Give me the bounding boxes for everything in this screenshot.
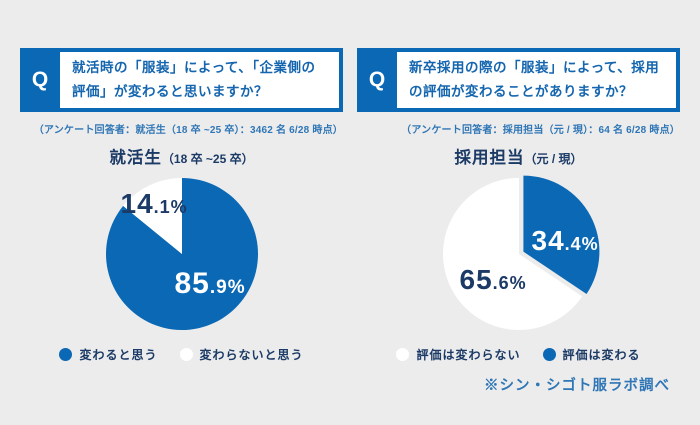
pie-label-major: 65.6% (460, 266, 527, 294)
legend-dot-blue-icon (542, 348, 556, 361)
pie-slice-0 (105, 178, 258, 330)
legend-item: 変わらないと思う (179, 346, 304, 363)
question-text: 就活時の「服装」によって、「企業側の評価」が変わると思いますか？ (72, 60, 316, 99)
pie-chart-recruiters-wrap: 34.4% 65.6% (434, 169, 604, 339)
legend-dot-blue-icon (59, 348, 73, 361)
legend-item: 変わると思う (59, 346, 157, 363)
question-text: 新卒採用の際の「服装」によって、採用の評価が変わることがありますか？ (409, 60, 660, 99)
panels-row: Q 就活時の「服装」によって、「企業側の評価」が変わると思いますか？ （アンケー… (20, 48, 680, 363)
pie-label-minor-int: 14 (120, 188, 154, 219)
chart-title-sub: （18 卒 ~25 卒） (161, 152, 254, 166)
pie-label-major-int: 85 (174, 267, 210, 300)
legend-recruiters: 評価は変わらない 評価は変わる (357, 346, 680, 363)
pie-label-major-int: 65 (459, 264, 493, 295)
pie-label-minor-frac: .4% (564, 234, 599, 254)
pie-label-major-frac: .6% (492, 273, 527, 293)
pie-label-minor: 14.1% (121, 190, 188, 218)
panel-recruiters: Q 新卒採用の際の「服装」によって、採用の評価が変わることがありますか？ （アン… (357, 48, 680, 363)
chart-title-sub: （元 / 現） (524, 152, 583, 166)
source-note: ※シン・シゴト服ラボ調べ (484, 378, 670, 394)
pie-chart-recruiters (442, 175, 599, 330)
pie-chart-students-wrap: 14.1% 85.9% (97, 169, 267, 339)
question-text-container: 新卒採用の際の「服装」によって、採用の評価が変わることがありますか？ (397, 52, 676, 108)
panel-students: Q 就活時の「服装」によって、「企業側の評価」が変わると思いますか？ （アンケー… (20, 48, 343, 363)
chart-title-main: 採用担当 (454, 149, 525, 167)
question-text-container: 就活時の「服装」によって、「企業側の評価」が変わると思いますか？ (60, 52, 339, 108)
chart-title-recruiters: 採用担当（元 / 現） (357, 148, 680, 168)
pie-slice-0 (522, 175, 599, 294)
legend-item: 評価は変わらない (396, 346, 520, 363)
legend-item: 評価は変わる (542, 346, 641, 363)
legend-dot-white-icon (396, 348, 410, 361)
legend-students: 変わると思う 変わらないと思う (20, 346, 343, 363)
pie-label-major-frac: .9% (209, 277, 246, 298)
legend-label: 評価は変わらない (416, 348, 521, 362)
survey-caption: （アンケート回答者：採用担当（元 / 現）：64 名 6/28 時点） (401, 125, 680, 136)
question-box-recruiters: Q 新卒採用の際の「服装」によって、採用の評価が変わることがありますか？ (357, 48, 680, 112)
q-badge: Q (31, 68, 49, 91)
pie-label-minor-frac: .1% (153, 197, 188, 217)
question-box-students: Q 就活時の「服装」によって、「企業側の評価」が変わると思いますか？ (20, 48, 343, 112)
pie-label-major: 85.9% (175, 269, 246, 299)
pie-chart-students (105, 178, 258, 330)
pie-slice-1 (122, 178, 182, 254)
chart-title-main: 就活生 (109, 149, 162, 167)
survey-caption: （アンケート回答者：就活生（18 卒 ~25 卒）：3462 名 6/28 時点… (33, 125, 343, 136)
legend-label: 変わると思う (79, 348, 158, 362)
pie-slice-1 (442, 178, 582, 330)
pie-label-minor: 34.4% (532, 227, 599, 255)
legend-dot-white-icon (179, 348, 193, 361)
legend-label: 評価は変わる (562, 348, 641, 362)
chart-title-students: 就活生（18 卒 ~25 卒） (20, 148, 343, 168)
pie-label-minor-int: 34 (531, 225, 565, 256)
q-badge: Q (368, 68, 386, 91)
legend-label: 変わらないと思う (199, 348, 304, 362)
